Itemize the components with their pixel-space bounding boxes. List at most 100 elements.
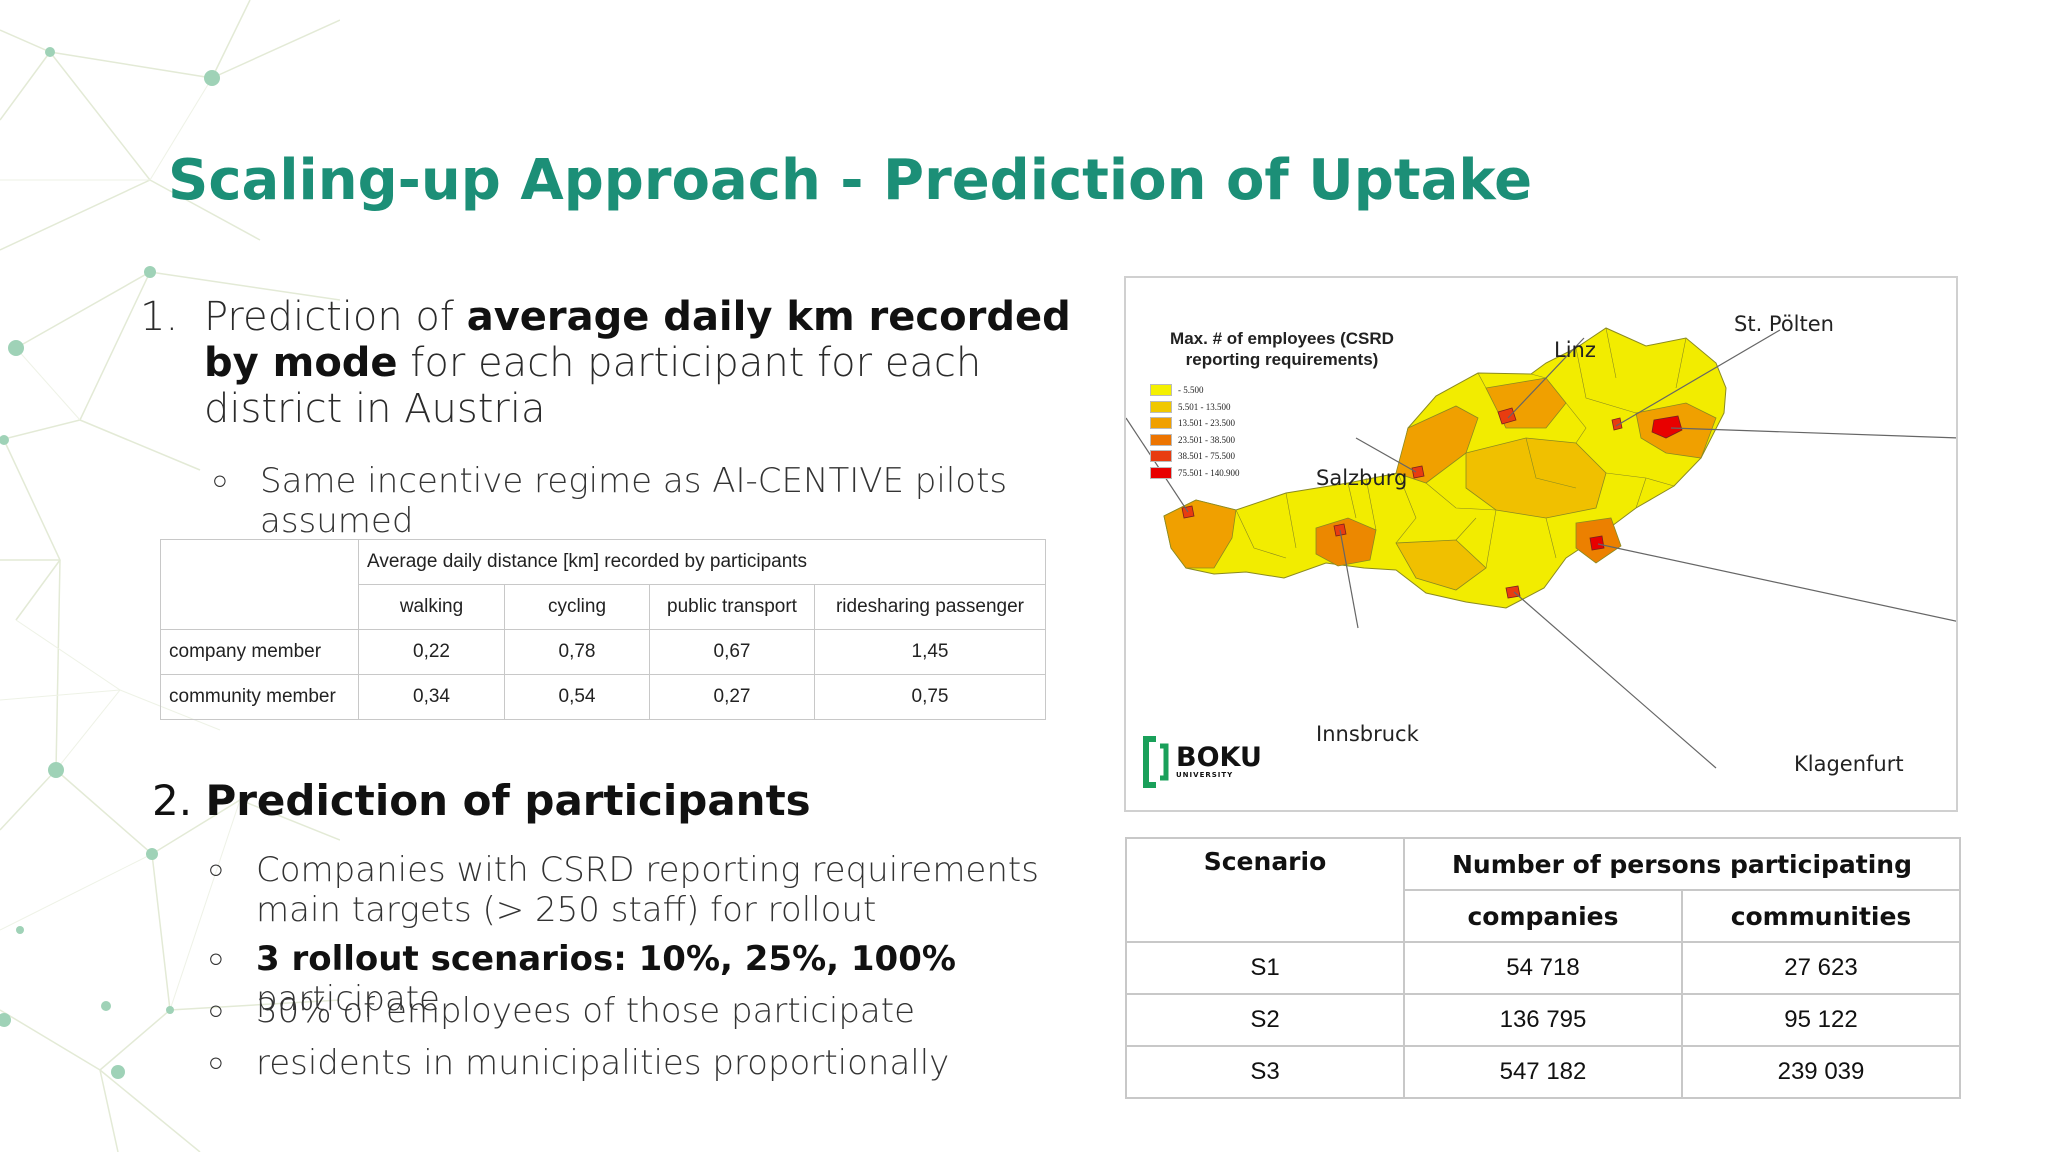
section-2-bullet-text: 3 rollout scenarios: 10%, 25%, 100% part…	[256, 939, 1108, 1019]
table-corner-cell	[160, 539, 359, 630]
legend-label: 13.501 - 23.500	[1178, 418, 1235, 429]
section-2-bullet-rest: participate	[256, 979, 440, 1019]
communities-column-header: communities	[1681, 889, 1961, 943]
city-label-klagenfurt: Klagenfurt	[1794, 752, 1904, 776]
austria-map-panel: Max. # of employees (CSRD reporting requ…	[1124, 276, 1958, 812]
scenario-table: Scenario Number of persons participating…	[1125, 837, 1961, 1099]
scenario-cell: S1	[1125, 941, 1405, 995]
table-cell: 1,45	[814, 629, 1046, 675]
bullet-circle-icon: ○	[212, 466, 228, 496]
decorative-network-background	[0, 0, 340, 1152]
column-header: cycling	[504, 584, 650, 630]
table-row: Average daily distance [km] recorded by …	[160, 539, 1046, 630]
scenario-cell: S3	[1125, 1045, 1405, 1099]
section-2-heading: 2. Prediction of participants	[152, 776, 811, 825]
slide-title: Scaling-up Approach - Prediction of Upta…	[168, 148, 1533, 213]
map-legend: - 5.500 5.501 - 13.500 13.501 - 23.500 23.5…	[1150, 382, 1240, 481]
vienna-leader-line	[1670, 427, 1956, 439]
section-2-bullet-text: residents in municipalities proportional…	[256, 1043, 950, 1083]
innsbruck-leader-line	[1339, 529, 1359, 629]
table-row: companies communities	[1126, 889, 1961, 943]
legend-item: 13.501 - 23.500	[1150, 415, 1240, 432]
table-row: Scenario Number of persons participating	[1125, 837, 1961, 943]
legend-label: 5.501 - 13.500	[1178, 401, 1231, 412]
table-cell: 27 623	[1681, 941, 1961, 995]
city-label-linz: Linz	[1554, 338, 1596, 362]
legend-item: 75.501 - 140.900	[1150, 465, 1240, 482]
klagenfurt-leader-line	[1513, 591, 1717, 769]
section-1-text-pre: Prediction of	[204, 294, 467, 340]
legend-item: 5.501 - 13.500	[1150, 399, 1240, 416]
section-1-number: 1.	[140, 294, 179, 340]
section-2-number: 2.	[152, 776, 193, 825]
stpoelten-region	[1611, 417, 1623, 431]
participants-group-header: Number of persons participating	[1403, 837, 1961, 891]
table-cell: 0,75	[814, 674, 1046, 720]
column-header: public transport	[649, 584, 815, 630]
table-cell: 136 795	[1403, 993, 1683, 1047]
linz-region	[1497, 407, 1517, 425]
legend-swatch	[1150, 384, 1172, 397]
legend-swatch	[1150, 450, 1172, 463]
bullet-circle-icon: ○	[208, 855, 224, 885]
table-cell: 54 718	[1403, 941, 1683, 995]
distance-table-header: Average daily distance [km] recorded by …	[358, 539, 1046, 585]
table-cell: 0,22	[358, 629, 505, 675]
table-cell: 0,34	[358, 674, 505, 720]
vienna-region	[1651, 415, 1683, 439]
boku-logo-name: BOKU	[1176, 742, 1262, 773]
table-row: company member 0,22 0,78 0,67 1,45	[160, 629, 1046, 675]
bullet-circle-icon: ○	[208, 1048, 224, 1078]
scenario-column-header: Scenario	[1125, 837, 1405, 943]
map-region	[1395, 539, 1487, 591]
section-1-text: Prediction of average daily km recorded …	[204, 294, 1100, 432]
legend-label: - 5.500	[1178, 385, 1204, 396]
table-cell: 547 182	[1403, 1045, 1683, 1099]
salzburg-region	[1411, 465, 1425, 479]
table-cell: 0,54	[504, 674, 650, 720]
boku-logo-sub: UNIVERSITY	[1176, 771, 1234, 779]
scenario-cell: S2	[1125, 993, 1405, 1047]
section-2-bullet-text: Companies with CSRD reporting requiremen…	[256, 850, 1039, 930]
section-2-title: Prediction of participants	[205, 776, 811, 825]
section-1-bullet-text: Same incentive regime as AI-CENTIVE pilo…	[260, 461, 1008, 541]
section-1-bullet: ○ Same incentive regime as AI-CENTIVE pi…	[212, 461, 1112, 541]
legend-swatch	[1150, 400, 1172, 413]
bullet-circle-icon: ○	[208, 944, 224, 974]
table-row: S1 54 718 27 623	[1125, 941, 1961, 995]
table-cell: 239 039	[1681, 1045, 1961, 1099]
legend-swatch	[1150, 417, 1172, 430]
companies-column-header: companies	[1403, 889, 1683, 943]
table-row: S3 547 182 239 039	[1125, 1045, 1961, 1099]
column-header: ridesharing passenger	[814, 584, 1046, 630]
section-1: 1. Prediction of average daily km record…	[140, 294, 1100, 432]
table-cell: 95 122	[1681, 993, 1961, 1047]
boku-logo: BOKU UNIVERSITY	[1142, 736, 1262, 788]
legend-item: 23.501 - 38.500	[1150, 432, 1240, 449]
table-row: walking cycling public transport ridesha…	[161, 584, 1046, 630]
section-1-text-post: for each participant for each district i…	[204, 340, 982, 432]
section-2-bullet: ○ Companies with CSRD reporting requirem…	[208, 850, 1108, 930]
table-cell: 0,78	[504, 629, 650, 675]
map-region	[1163, 499, 1237, 569]
legend-item: 38.501 - 75.500	[1150, 448, 1240, 465]
section-2-bullet-bold: 3 rollout scenarios: 10%, 25%, 100%	[256, 939, 956, 979]
section-2-bullet: ○ 30% of employees of those participate	[208, 991, 1108, 1031]
graz-region	[1589, 535, 1605, 551]
row-label: community member	[160, 674, 359, 720]
map-legend-title: Max. # of employees (CSRD reporting requ…	[1170, 329, 1394, 369]
table-cell: 0,67	[649, 629, 815, 675]
graz-leader-line	[1597, 543, 1956, 622]
section-2-bullet-text: 30% of employees of those participate	[256, 991, 915, 1031]
legend-label: 75.501 - 140.900	[1178, 467, 1240, 478]
legend-label: 23.501 - 38.500	[1178, 434, 1235, 445]
section-1-text-bold: average daily km recorded by mode	[204, 294, 1071, 386]
distance-table: Average daily distance [km] recorded by …	[160, 539, 1046, 720]
map-region	[1315, 517, 1377, 567]
section-2-bullet: ○ residents in municipalities proportion…	[208, 1043, 1108, 1083]
column-header: walking	[358, 584, 505, 630]
linz-leader-line	[1507, 337, 1585, 419]
boku-bracket-icon	[1143, 736, 1169, 788]
row-label: company member	[160, 629, 359, 675]
city-label-st-poelten: St. Pölten	[1734, 312, 1834, 336]
